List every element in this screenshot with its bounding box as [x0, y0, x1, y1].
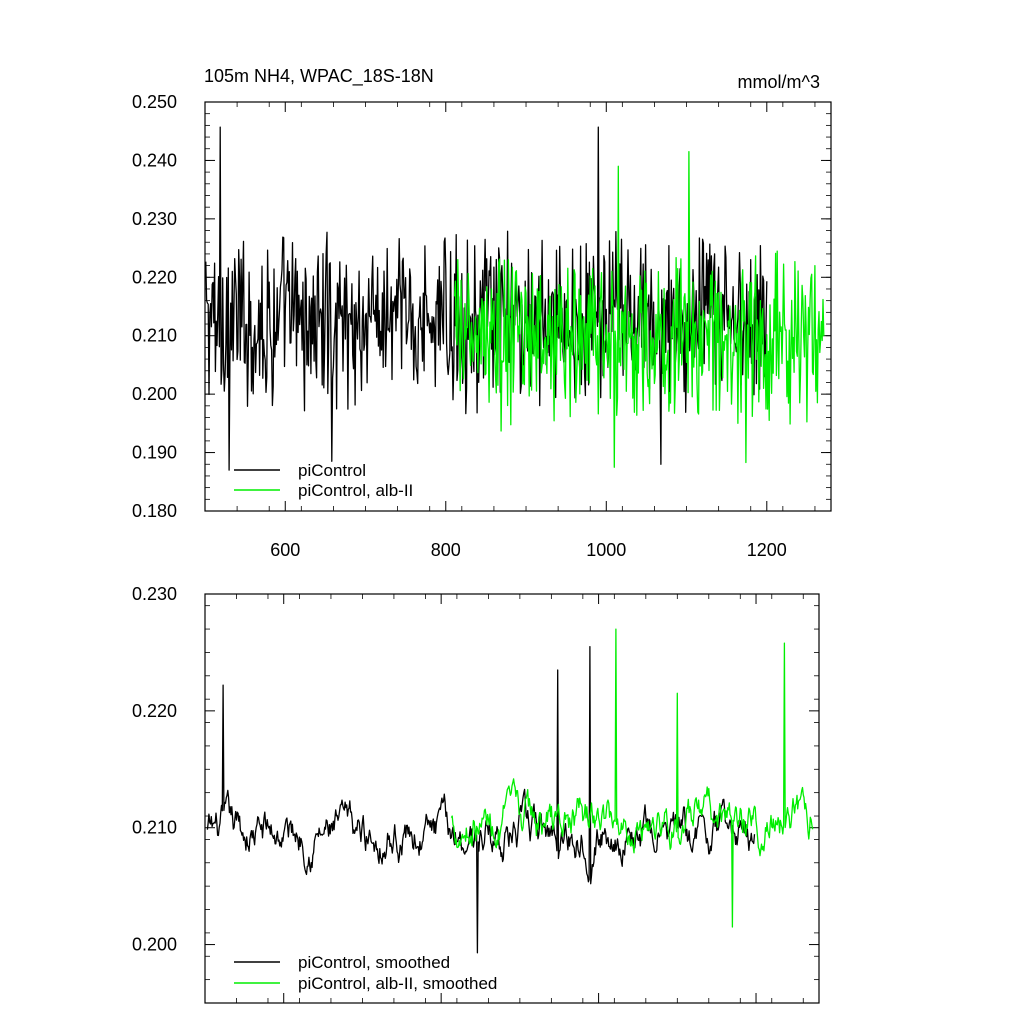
series-line-1 [453, 151, 825, 468]
bottom-plot-frame [204, 593, 820, 1004]
top-x-tick-labels: 600 800 1000 1200 [270, 540, 787, 560]
bottom-legend: piControl, smoothed piControl, alb-II, s… [234, 953, 497, 993]
y-tick-label: 0.200 [132, 384, 177, 404]
x-tick-label: 600 [270, 540, 300, 560]
y-tick-label: 0.230 [132, 584, 177, 604]
legend-label-alb-smoothed: piControl, alb-II, smoothed [298, 974, 497, 993]
y-tick-label: 0.220 [132, 701, 177, 721]
top-plot-frame [204, 101, 832, 512]
series-line-0 [205, 126, 768, 471]
top-axis-ticks [204, 101, 831, 512]
bottom-y-tick-labels: 0.200 0.210 0.220 0.230 [132, 584, 177, 955]
top-legend: piControl piControl, alb-II [234, 461, 413, 500]
y-tick-label: 0.250 [132, 92, 177, 112]
units-label: mmol/m^3 [738, 72, 820, 92]
legend-label-picontrol-alb: piControl, alb-II [298, 481, 413, 500]
bottom-chart-panel: 0.200 0.210 0.220 0.230 piControl, smoothed… [132, 584, 820, 1004]
x-tick-label: 1200 [747, 540, 787, 560]
x-tick-label: 1000 [586, 540, 626, 560]
y-tick-label: 0.180 [132, 501, 177, 521]
x-tick-label: 800 [431, 540, 461, 560]
y-tick-label: 0.200 [132, 935, 177, 955]
legend-label-picontrol: piControl [298, 461, 366, 480]
y-tick-label: 0.210 [132, 818, 177, 838]
y-tick-label: 0.230 [132, 209, 177, 229]
bottom-axis-ticks [204, 593, 819, 1004]
y-tick-label: 0.210 [132, 326, 177, 346]
series-line-0 [206, 645, 756, 954]
y-tick-label: 0.190 [132, 443, 177, 463]
y-tick-label: 0.220 [132, 267, 177, 287]
top-y-tick-labels: 0.180 0.190 0.200 0.210 0.220 0.230 0.240 0.250 [132, 92, 177, 521]
series-line-1 [450, 628, 814, 928]
y-tick-label: 0.240 [132, 150, 177, 170]
top-chart-panel: 105m NH4, WPAC_18S-18N mmol/m^3 0.1800.1… [132, 66, 832, 560]
top-series-lines [205, 126, 825, 471]
legend-label-smoothed: piControl, smoothed [298, 953, 450, 972]
chart-title: 105m NH4, WPAC_18S-18N [204, 66, 434, 87]
bottom-series-lines [206, 628, 814, 954]
